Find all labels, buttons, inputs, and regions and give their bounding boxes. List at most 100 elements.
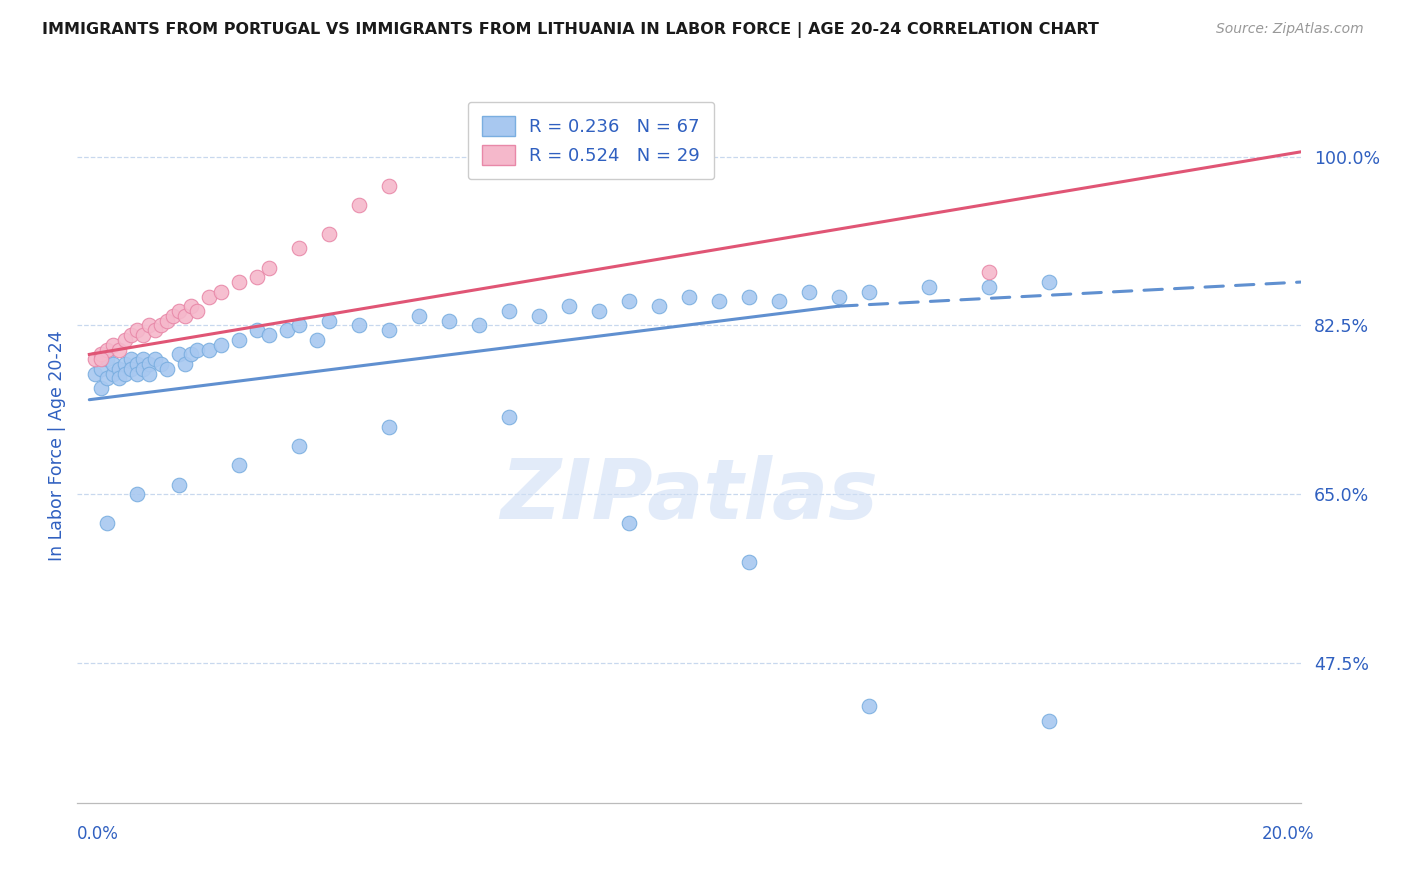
Point [108,371,131,385]
Point [498,304,520,318]
Text: Source: ZipAtlas.com: Source: ZipAtlas.com [1216,22,1364,37]
Point [174,309,197,323]
Y-axis label: In Labor Force | Age 20-24: In Labor Force | Age 20-24 [48,331,66,561]
Point [228,333,250,347]
Point [132,328,155,343]
Point [138,318,160,333]
Point [174,357,197,371]
Point [588,304,610,318]
Point [558,299,581,313]
Text: 0.0%: 0.0% [77,825,120,843]
Point [257,328,280,343]
Point [132,362,155,376]
Point [209,285,232,299]
Point [169,304,191,318]
Point [90,362,112,376]
Point [96,352,118,367]
Text: IMMIGRANTS FROM PORTUGAL VS IMMIGRANTS FROM LITHUANIA IN LABOR FORCE | AGE 20-24: IMMIGRANTS FROM PORTUGAL VS IMMIGRANTS F… [42,22,1099,38]
Text: 20.0%: 20.0% [1263,825,1315,843]
Point [180,347,202,361]
Point [90,352,112,367]
Point [707,294,730,309]
Point [347,318,370,333]
Point [132,352,155,367]
Point [288,318,311,333]
Point [84,352,107,367]
Point [288,439,311,453]
Point [156,362,179,376]
Point [318,313,340,327]
Point [84,367,107,381]
Point [143,323,166,337]
Point [307,333,329,347]
Point [228,275,250,289]
Point [156,313,179,327]
Point [678,289,700,303]
Point [90,347,112,361]
Point [977,265,1000,279]
Point [1038,714,1060,728]
Point [96,343,118,357]
Point [90,381,112,395]
Point [198,343,221,357]
Point [288,241,311,255]
Point [1038,275,1060,289]
Point [138,357,160,371]
Point [127,487,149,501]
Point [127,367,149,381]
Point [120,362,142,376]
Legend: R = 0.236   N = 67, R = 0.524   N = 29: R = 0.236 N = 67, R = 0.524 N = 29 [468,102,714,179]
Point [103,357,125,371]
Point [378,178,401,193]
Point [114,333,136,347]
Point [169,347,191,361]
Point [103,367,125,381]
Point [378,323,401,337]
Point [246,323,269,337]
Point [527,309,550,323]
Point [143,352,166,367]
Point [96,516,118,530]
Point [768,294,790,309]
Point [127,323,149,337]
Point [169,477,191,491]
Point [198,289,221,303]
Point [318,227,340,241]
Point [186,304,208,318]
Point [209,337,232,351]
Point [228,458,250,473]
Point [738,555,761,569]
Point [138,367,160,381]
Point [162,309,184,323]
Point [498,410,520,425]
Point [257,260,280,275]
Point [858,285,880,299]
Point [150,318,173,333]
Point [828,289,851,303]
Point [114,367,136,381]
Point [246,270,269,285]
Point [437,313,460,327]
Point [127,357,149,371]
Point [96,371,118,385]
Point [408,309,430,323]
Point [120,328,142,343]
Point [186,343,208,357]
Point [977,280,1000,294]
Point [378,419,401,434]
Point [108,362,131,376]
Point [468,318,491,333]
Point [180,299,202,313]
Point [150,357,173,371]
Point [617,294,640,309]
Point [738,289,761,303]
Point [108,343,131,357]
Point [114,357,136,371]
Point [617,516,640,530]
Point [276,323,298,337]
Point [918,280,941,294]
Point [858,699,880,714]
Point [648,299,671,313]
Point [797,285,820,299]
Point [103,337,125,351]
